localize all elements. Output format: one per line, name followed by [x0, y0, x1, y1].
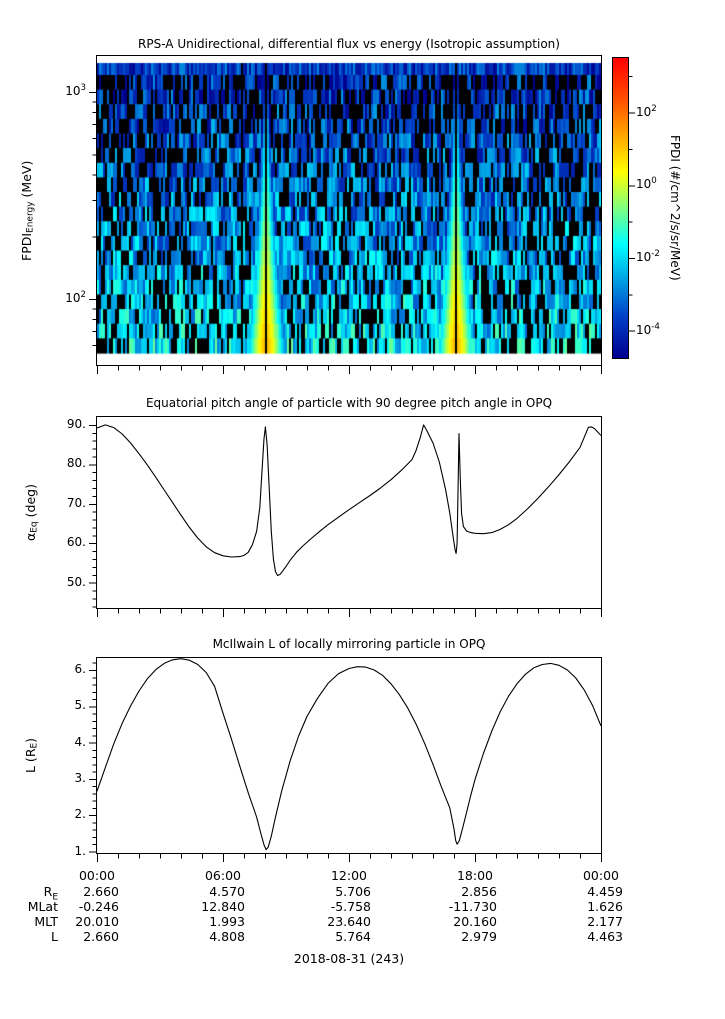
table-value: 4.459: [587, 884, 623, 899]
pitch-angle-title: Equatorial pitch angle of particle with …: [145, 396, 553, 410]
pitch-axis-tick-label: 80.: [66, 456, 86, 471]
colorbar-label: FPDI (#/cm^2/s/sr/MeV): [668, 135, 682, 281]
l-shell-curve: [97, 658, 601, 851]
colorbar-tick-label: 10-2: [636, 248, 660, 264]
table-value: 23.640: [327, 914, 371, 929]
table-value: 2.660: [83, 884, 119, 899]
table-value: 4.463: [587, 929, 623, 944]
colorbar-tick-label: 102: [636, 103, 657, 119]
spectrogram-y-axis-label-text: FPDIEnergy (MeV): [18, 160, 36, 261]
time-tick-label: 06:00: [204, 868, 242, 883]
time-tick-label: 18:00: [456, 868, 494, 883]
l-axis-tick-label: 4.: [74, 734, 86, 749]
time-tick-label: 12:00: [330, 868, 368, 883]
l-shell-frame: [96, 657, 602, 854]
pitch-angle-curve: [97, 424, 601, 577]
table-value: 4.808: [209, 929, 245, 944]
spectrogram-heatmap: [97, 56, 601, 365]
pitch-axis-tick-label: 60.: [66, 535, 86, 550]
pitch-axis-tick-label: 90.: [66, 416, 86, 431]
colorbar-tick-label: 10-4: [636, 321, 660, 337]
l-shell-y-axis-label-text: L (RE): [22, 737, 40, 774]
spectrogram-y-axis-label: FPDIEnergy (MeV): [16, 56, 38, 365]
pitch-angle-y-axis-label: αEq (deg): [20, 417, 42, 608]
row-label-l: L: [51, 929, 58, 944]
energy-axis-tick-label: 103: [65, 83, 86, 98]
pitch-angle-frame: [96, 416, 602, 609]
time-tick-label: 00:00: [582, 868, 620, 883]
l-shell-title: McIlwain L of locally mirroring particle…: [212, 637, 486, 651]
l-axis-tick-label: 5.: [74, 698, 86, 713]
table-value: 2.856: [461, 884, 497, 899]
table-value: -5.758: [330, 899, 371, 914]
table-value: 2.177: [587, 914, 623, 929]
time-tick-label: 00:00: [78, 868, 116, 883]
pitch-axis-tick-label: 50.: [66, 574, 86, 589]
spectrogram-title: RPS-A Unidirectional, differential flux …: [138, 37, 560, 51]
pitch-axis-tick-label: 70.: [66, 495, 86, 510]
table-value: 4.570: [209, 884, 245, 899]
row-label-r: RE: [43, 884, 58, 903]
l-axis-tick-label: 3.: [74, 770, 86, 785]
table-value: 5.706: [335, 884, 371, 899]
pitch-angle-y-axis-label-text: αEq (deg): [22, 484, 40, 541]
colorbar-tick-label: 100: [636, 176, 657, 192]
table-value: 2.660: [83, 929, 119, 944]
l-shell-plot: [97, 658, 601, 851]
l-axis-tick-label: 6.: [74, 662, 86, 676]
date-label: 2018-08-31 (243): [293, 951, 405, 966]
row-label-mlt: MLT: [34, 914, 58, 929]
table-value: 20.160: [453, 914, 497, 929]
table-value: 12.840: [201, 899, 245, 914]
energy-axis-tick-label: 102: [65, 290, 86, 305]
l-axis-tick-label: 2.: [74, 807, 86, 822]
table-value: 1.626: [587, 899, 623, 914]
pitch-angle-plot: [97, 424, 601, 577]
colorbar-gradient: [613, 58, 628, 358]
l-shell-y-axis-label: L (RE): [20, 658, 42, 853]
table-value: -0.246: [78, 899, 119, 914]
table-value: 5.764: [335, 929, 371, 944]
table-value: -11.730: [448, 899, 497, 914]
row-label-mlat: MLat: [27, 899, 58, 914]
table-value: 20.010: [75, 914, 119, 929]
table-value: 2.979: [461, 929, 497, 944]
table-value: 1.993: [209, 914, 245, 929]
l-axis-tick-label: 1.: [74, 843, 86, 858]
